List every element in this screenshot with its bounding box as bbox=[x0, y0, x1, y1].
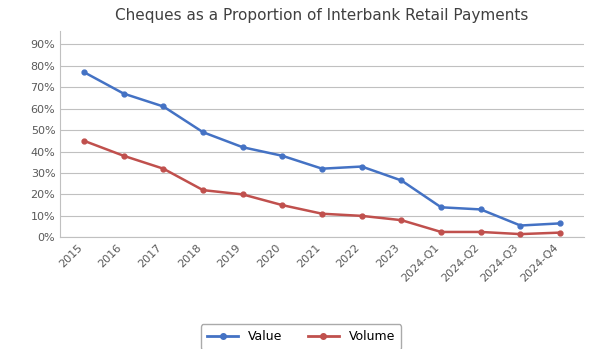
Legend: Value, Volume: Value, Volume bbox=[200, 324, 402, 349]
Volume bbox=[160, 166, 167, 171]
Volume bbox=[477, 230, 485, 234]
Value bbox=[477, 207, 485, 211]
Volume bbox=[318, 211, 326, 216]
Volume bbox=[120, 154, 127, 158]
Volume bbox=[81, 139, 88, 143]
Volume bbox=[517, 232, 524, 236]
Value bbox=[358, 164, 365, 169]
Volume bbox=[279, 203, 286, 207]
Line: Value: Value bbox=[82, 70, 562, 228]
Volume bbox=[199, 188, 206, 192]
Value bbox=[517, 223, 524, 228]
Value bbox=[556, 221, 563, 225]
Value bbox=[199, 130, 206, 134]
Value bbox=[318, 166, 326, 171]
Volume bbox=[239, 192, 246, 196]
Value bbox=[160, 104, 167, 109]
Value bbox=[81, 70, 88, 74]
Value bbox=[239, 145, 246, 149]
Value bbox=[120, 91, 127, 96]
Value bbox=[279, 154, 286, 158]
Value bbox=[398, 178, 405, 183]
Volume bbox=[398, 218, 405, 222]
Volume bbox=[438, 230, 445, 234]
Value bbox=[438, 205, 445, 209]
Volume bbox=[556, 230, 563, 235]
Volume bbox=[358, 214, 365, 218]
Line: Volume: Volume bbox=[82, 138, 562, 237]
Title: Cheques as a Proportion of Interbank Retail Payments: Cheques as a Proportion of Interbank Ret… bbox=[116, 8, 529, 23]
